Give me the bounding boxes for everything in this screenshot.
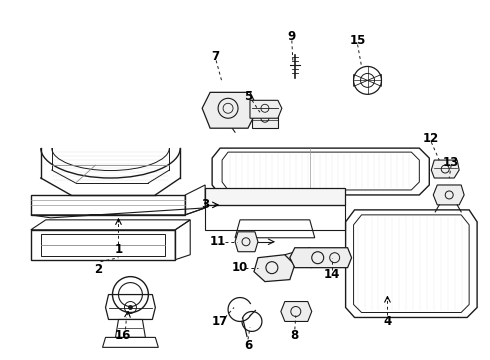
Polygon shape xyxy=(433,185,464,205)
Text: 3: 3 xyxy=(201,198,209,211)
Text: 16: 16 xyxy=(114,329,131,342)
Text: 12: 12 xyxy=(423,132,440,145)
Circle shape xyxy=(128,306,132,310)
Text: 17: 17 xyxy=(212,315,228,328)
Text: 11: 11 xyxy=(210,235,226,248)
Polygon shape xyxy=(281,302,312,321)
Polygon shape xyxy=(205,188,344,205)
Text: 15: 15 xyxy=(349,34,366,47)
Polygon shape xyxy=(290,248,352,268)
Text: 13: 13 xyxy=(443,156,459,168)
Text: 9: 9 xyxy=(288,30,296,43)
Polygon shape xyxy=(235,232,258,252)
Text: 14: 14 xyxy=(323,268,340,281)
Text: 6: 6 xyxy=(244,339,252,352)
Text: 5: 5 xyxy=(244,90,252,103)
Text: 10: 10 xyxy=(232,261,248,274)
Polygon shape xyxy=(254,255,295,282)
Polygon shape xyxy=(250,100,282,118)
Polygon shape xyxy=(202,92,258,128)
Text: 2: 2 xyxy=(95,263,102,276)
Polygon shape xyxy=(431,160,459,178)
Polygon shape xyxy=(252,108,278,128)
Text: 8: 8 xyxy=(291,329,299,342)
Text: 1: 1 xyxy=(115,243,122,256)
Polygon shape xyxy=(285,248,318,268)
Text: 7: 7 xyxy=(211,50,219,63)
Text: 4: 4 xyxy=(383,315,392,328)
